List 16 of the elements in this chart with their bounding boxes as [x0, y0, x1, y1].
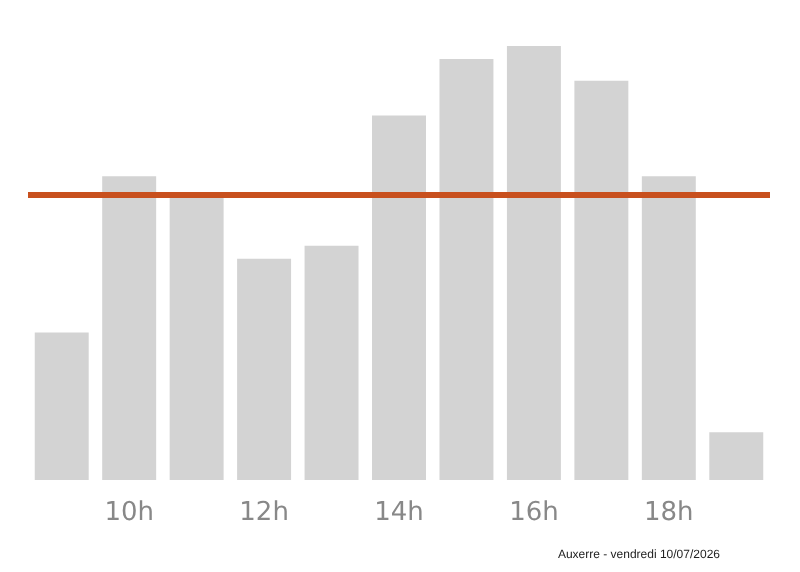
x-tick-label: 14h [374, 498, 424, 528]
x-tick-label: 10h [104, 498, 154, 528]
x-tick-label: 12h [239, 498, 289, 528]
bar [102, 176, 157, 480]
bar [372, 115, 426, 480]
bar [169, 197, 224, 480]
bar [574, 80, 629, 480]
x-tick-label: 18h [644, 498, 694, 528]
x-tick-label: 16h [509, 498, 559, 528]
bar [506, 46, 561, 480]
bar [709, 432, 764, 480]
bar [34, 332, 89, 480]
bar [304, 245, 359, 480]
bar [439, 59, 494, 480]
bar [641, 176, 696, 480]
bar [237, 258, 292, 480]
